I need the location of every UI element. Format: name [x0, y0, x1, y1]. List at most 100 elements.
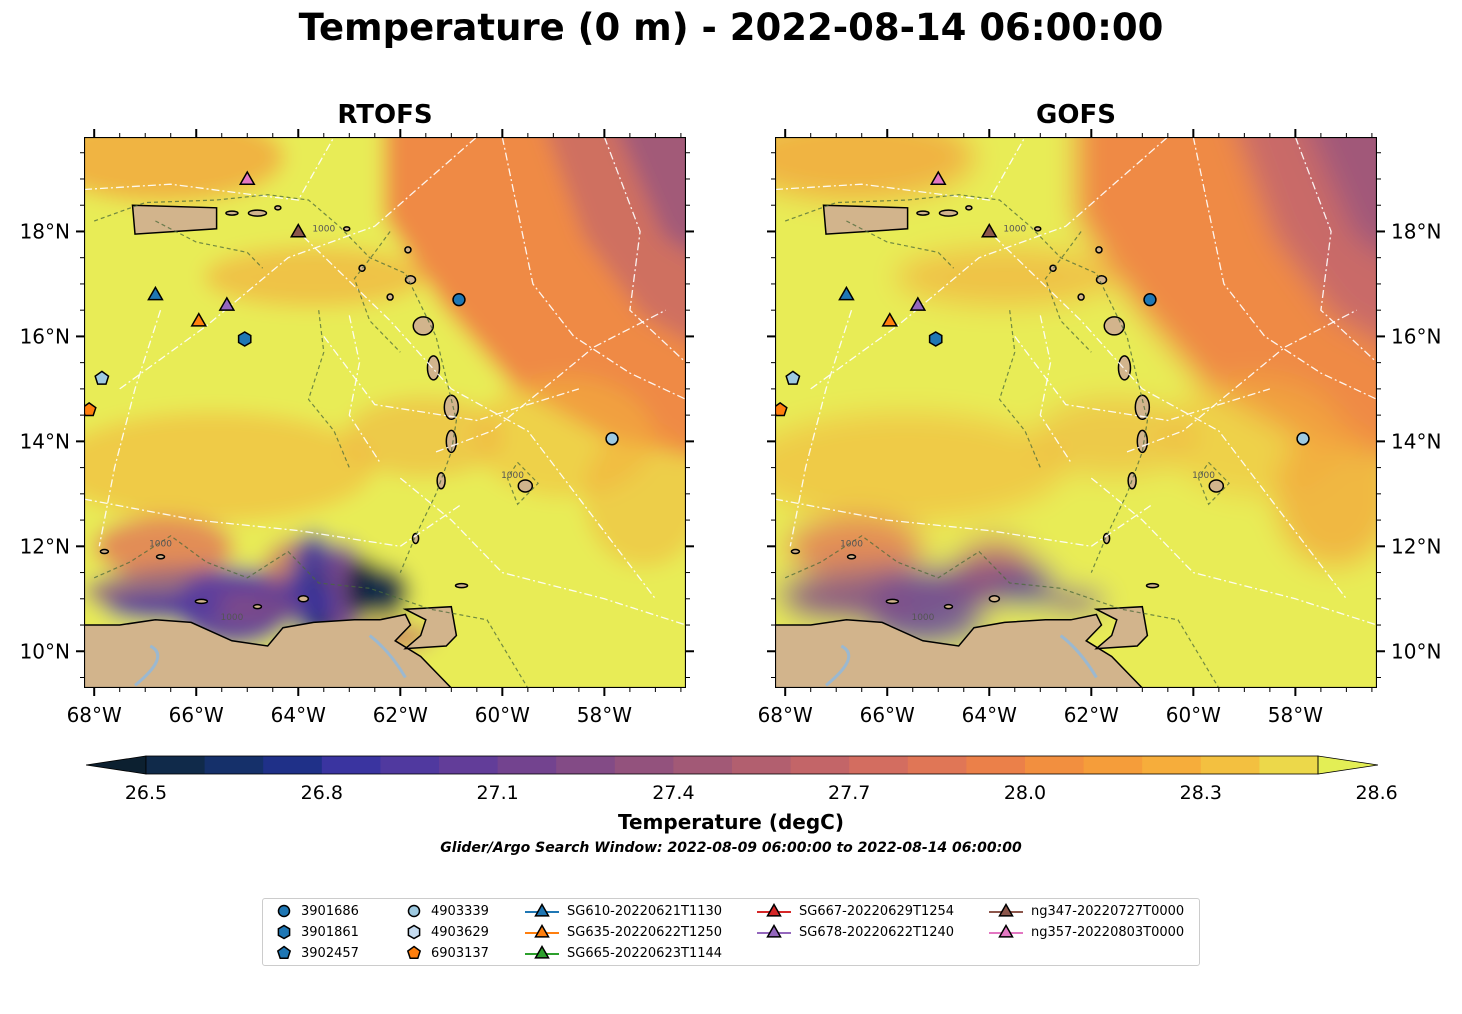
observation-marker [785, 370, 801, 385]
island [99, 548, 110, 555]
legend-item: 4903629 [405, 923, 489, 941]
eez-boundary [1039, 315, 1072, 463]
colorbar-extend-high [1317, 755, 1378, 775]
observation-marker [838, 285, 855, 301]
island [155, 554, 166, 560]
contour-label: 1000 [220, 613, 243, 623]
legend-marker [277, 904, 291, 918]
island [1117, 355, 1132, 381]
contour-label: 1000 [149, 539, 172, 549]
colorbar-segment [1142, 756, 1202, 774]
observation-marker [452, 292, 466, 307]
lon-tick-label: 62°W [1064, 703, 1119, 727]
panel-title-gofs: GOFS [1036, 100, 1116, 130]
colorbar-segment [673, 756, 733, 774]
contour-label: 1000 [840, 539, 863, 549]
observation-marker [1296, 432, 1310, 446]
landmass [822, 204, 909, 235]
legend-marker [757, 924, 791, 938]
legend-item: 3902457 [275, 944, 359, 962]
colorbar-segment [907, 756, 967, 774]
lat-tick-label: 16°N [20, 324, 70, 348]
legend-symbol [277, 924, 291, 940]
colorbar-extend-low [86, 755, 147, 775]
colorbar-tick: 27.1 [476, 782, 519, 804]
colorbar-segment [204, 756, 264, 774]
isobath-1000m [93, 535, 529, 688]
isobath-1000m [1197, 461, 1230, 506]
eez-boundary [993, 236, 1347, 600]
island [1145, 582, 1160, 589]
legend-marker [757, 903, 791, 917]
eez-boundary [348, 315, 381, 463]
legend-label: SG665-20220623T1144 [567, 945, 723, 961]
legend-label: 6903137 [431, 945, 489, 961]
legend-symbol [407, 904, 421, 918]
legend-marker [407, 924, 421, 940]
observation-marker [94, 370, 110, 385]
legend-symbol [766, 924, 782, 938]
legend-marker [525, 924, 559, 938]
lat-tick-label: 14°N [1391, 429, 1441, 453]
colorbar-segment [790, 756, 850, 774]
eez-boundary [84, 498, 462, 547]
colorbar-segment [380, 756, 440, 774]
isobath-1000m [846, 220, 955, 269]
legend-marker [406, 945, 422, 960]
isobath-1000m [93, 194, 458, 573]
legend-label: 4903339 [431, 903, 489, 919]
river [134, 644, 160, 687]
landmass [84, 613, 453, 688]
lat-tick-label: 18°N [20, 219, 70, 243]
legend-item: 3901861 [275, 923, 359, 941]
island [386, 293, 394, 301]
observation-marker [980, 222, 998, 238]
eez-boundary [501, 137, 686, 400]
contour-label: 1000 [1003, 224, 1026, 234]
colorbar-segment [497, 756, 557, 774]
eez-boundary [775, 498, 1153, 547]
gofs-map: 1000 1000 1000 1000 [775, 137, 1377, 688]
colorbar-tick: 28.6 [1355, 782, 1398, 804]
observation-marker [190, 312, 208, 327]
lon-tick-label: 58°W [577, 703, 632, 727]
legend-symbol [534, 924, 550, 938]
legend: 3901686 3901861 3902457 4903339 4903629 69031… [262, 898, 1200, 966]
observation-marker [237, 331, 252, 347]
island [916, 210, 930, 216]
legend-item: SG665-20220623T1144 [525, 944, 722, 962]
legend-item: ng347-20220727T0000 [989, 902, 1184, 920]
colorbar-label: Temperature (degC) [618, 810, 844, 834]
island [1077, 293, 1085, 301]
observation-marker [929, 170, 947, 185]
lat-tick-label: 12°N [1391, 534, 1441, 558]
eez-boundary [789, 309, 853, 547]
isobath-1000m [307, 310, 350, 468]
lat-tick-label: 10°N [20, 639, 70, 663]
observation-marker [1143, 292, 1157, 307]
island [885, 598, 900, 605]
legend-symbol [534, 903, 550, 917]
lon-tick-label: 58°W [1268, 703, 1323, 727]
map-frame [775, 137, 1377, 688]
colorbar-segment [556, 756, 616, 774]
eez-boundary [1294, 137, 1377, 364]
legend-item: SG678-20220622T1240 [757, 923, 954, 941]
legend-marker [277, 924, 291, 940]
observation-marker [775, 401, 788, 417]
legend-marker [989, 924, 1023, 938]
colorbar-segment [614, 756, 674, 774]
landmass [775, 613, 1144, 688]
legend-marker [989, 903, 1023, 917]
island [790, 548, 801, 555]
island [274, 205, 282, 211]
legend-marker [407, 904, 421, 918]
legend-symbol [276, 945, 292, 960]
lon-tick-label: 66°W [169, 703, 224, 727]
lon-tick-label: 64°W [962, 703, 1017, 727]
legend-symbol [998, 924, 1014, 938]
legend-item: ng357-20220803T0000 [989, 923, 1184, 941]
legend-item: 6903137 [405, 944, 489, 962]
map-frame [84, 137, 686, 688]
observation-marker [881, 312, 899, 327]
